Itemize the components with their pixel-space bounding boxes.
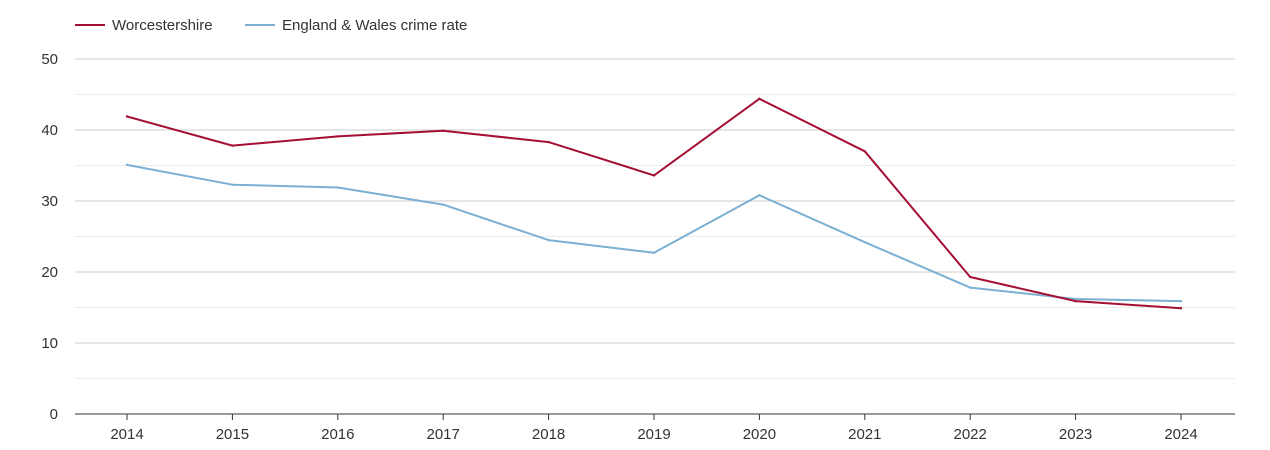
data-point — [652, 251, 656, 255]
data-point — [336, 186, 339, 189]
y-tick-label: 40 — [41, 122, 58, 139]
series-line-england-wales — [126, 163, 1182, 303]
x-tick-label: 2023 — [1059, 426, 1092, 443]
x-tick-label: 2020 — [743, 426, 776, 443]
x-tick-label: 2017 — [427, 426, 460, 443]
y-tick-label: 20 — [41, 264, 58, 281]
data-point — [547, 140, 550, 144]
x-tick-label: 2021 — [848, 426, 881, 443]
x-tick-label: 2024 — [1164, 426, 1197, 443]
data-point — [231, 144, 234, 147]
y-tick-label: 30 — [41, 193, 58, 210]
data-point — [758, 194, 761, 197]
x-tick-label: 2015 — [216, 426, 249, 443]
legend: Worcestershire England & Wales crime rate — [75, 17, 467, 34]
data-point — [125, 115, 129, 118]
data-point — [969, 275, 972, 279]
data-point — [758, 97, 761, 100]
data-point — [1074, 297, 1077, 301]
y-tick-label: 0 — [50, 406, 58, 423]
data-point — [1179, 299, 1183, 303]
y-tick-label: 10 — [41, 335, 58, 352]
x-tick-label: 2016 — [321, 426, 354, 443]
data-point — [125, 163, 129, 166]
x-tick-label: 2014 — [110, 426, 143, 443]
x-tick-label: 2018 — [532, 426, 565, 443]
data-point — [442, 129, 445, 132]
x-tick-label: 2022 — [954, 426, 987, 443]
data-point — [336, 135, 339, 138]
series-lines — [125, 97, 1183, 310]
data-point — [231, 183, 234, 186]
data-point — [863, 150, 866, 153]
data-point — [547, 238, 550, 242]
y-tick-label: 50 — [41, 51, 58, 68]
data-point — [1179, 307, 1183, 310]
x-tick-label: 2019 — [637, 426, 670, 443]
data-point — [442, 203, 445, 206]
legend-label: England & Wales crime rate — [282, 17, 467, 34]
grid-lines — [75, 58, 1235, 379]
data-point — [969, 286, 972, 289]
data-point — [863, 240, 866, 244]
axes: 0 10 20 30 40 50 2014 2015 2016 2017 2018 2019 2020 2… — [41, 51, 1235, 443]
legend-label: Worcestershire — [112, 17, 213, 34]
data-point — [1074, 299, 1077, 303]
data-point — [652, 174, 656, 177]
